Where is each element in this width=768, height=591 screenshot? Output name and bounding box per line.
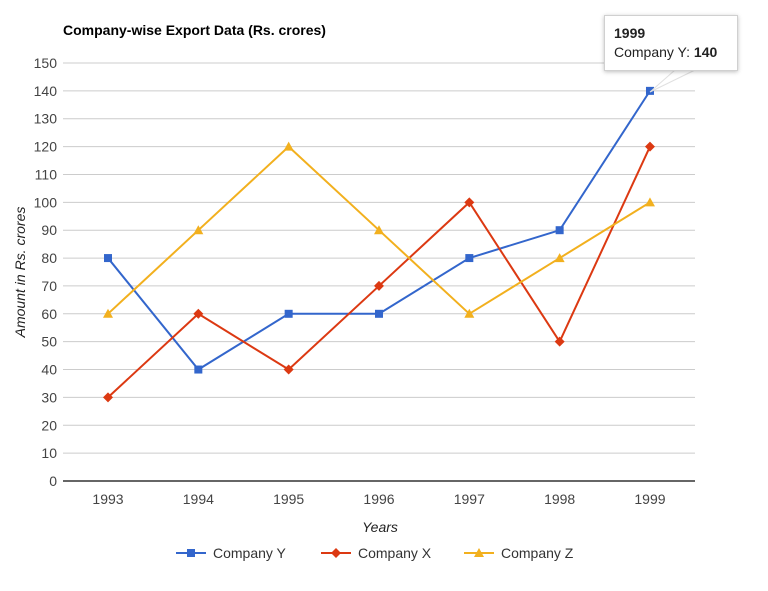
tooltip-pointer bbox=[649, 69, 696, 93]
x-tick-label: 1994 bbox=[183, 491, 214, 507]
tooltip-title: 1999 bbox=[614, 25, 646, 41]
y-tick-label: 60 bbox=[41, 306, 57, 322]
x-tick-label: 1997 bbox=[454, 491, 485, 507]
y-tick-label: 30 bbox=[41, 389, 57, 405]
data-series bbox=[103, 86, 655, 403]
legend-item[interactable]: Company X bbox=[321, 545, 432, 561]
legend-label: Company Z bbox=[501, 545, 574, 561]
square-marker[interactable] bbox=[104, 254, 112, 263]
triangle-marker[interactable] bbox=[464, 308, 475, 318]
y-tick-label: 80 bbox=[41, 250, 57, 266]
legend-label: Company X bbox=[358, 545, 432, 561]
square-marker[interactable] bbox=[555, 226, 564, 235]
y-tick-label: 0 bbox=[49, 473, 57, 489]
series-company-y bbox=[104, 86, 654, 374]
y-tick-label: 20 bbox=[41, 417, 57, 433]
y-tick-label: 40 bbox=[41, 362, 57, 378]
diamond-marker[interactable] bbox=[283, 364, 294, 375]
y-tick-label: 70 bbox=[41, 278, 57, 294]
x-tick-label: 1999 bbox=[634, 491, 665, 507]
y-axis-label: Amount in Rs. crores bbox=[12, 207, 28, 339]
triangle-marker[interactable] bbox=[373, 225, 384, 235]
y-tick-label: 120 bbox=[34, 139, 58, 155]
x-tick-label: 1995 bbox=[273, 491, 304, 507]
x-tick-label: 1998 bbox=[544, 491, 575, 507]
series-company-z bbox=[103, 141, 655, 318]
legend-item[interactable]: Company Y bbox=[176, 545, 287, 561]
tooltip-series-label: Company Y: bbox=[614, 44, 691, 60]
diamond-marker[interactable] bbox=[103, 392, 113, 403]
x-axis-label: Years bbox=[362, 519, 398, 535]
triangle-marker[interactable] bbox=[474, 548, 484, 557]
square-marker[interactable] bbox=[187, 549, 195, 557]
diamond-marker[interactable] bbox=[373, 280, 384, 291]
tooltip: 1999 Company Y: 140 bbox=[604, 15, 738, 71]
legend: Company Y Company X Company Z bbox=[176, 545, 574, 561]
tooltip-value: 140 bbox=[693, 44, 718, 60]
square-marker[interactable] bbox=[194, 365, 203, 374]
y-tick-label: 90 bbox=[41, 222, 57, 238]
triangle-marker[interactable] bbox=[103, 308, 113, 318]
diamond-marker[interactable] bbox=[193, 308, 204, 319]
legend-item[interactable]: Company Z bbox=[464, 545, 574, 561]
triangle-marker[interactable] bbox=[644, 197, 655, 207]
x-axis-ticks: 1993 1994 1995 1996 1997 1998 1999 bbox=[92, 491, 665, 507]
x-tick-label: 1993 bbox=[92, 491, 123, 507]
y-tick-label: 110 bbox=[35, 166, 58, 182]
y-axis-ticks: 0 10 20 30 40 50 60 70 80 90 100 110 120 130 140 150 bbox=[34, 55, 58, 489]
y-tick-label: 130 bbox=[34, 111, 58, 127]
y-tick-label: 50 bbox=[41, 334, 57, 350]
square-marker[interactable] bbox=[465, 254, 474, 263]
square-marker[interactable] bbox=[645, 86, 654, 95]
square-marker[interactable] bbox=[374, 309, 383, 318]
legend-label: Company Y bbox=[213, 545, 287, 561]
diamond-marker[interactable] bbox=[644, 141, 655, 152]
gridlines bbox=[63, 62, 695, 482]
diamond-marker[interactable] bbox=[464, 197, 475, 208]
chart-title: Company-wise Export Data (Rs. crores) bbox=[63, 22, 326, 38]
y-tick-label: 150 bbox=[34, 55, 58, 71]
y-tick-label: 100 bbox=[34, 194, 58, 210]
diamond-marker[interactable] bbox=[554, 336, 565, 347]
y-tick-label: 10 bbox=[41, 445, 57, 461]
triangle-marker[interactable] bbox=[283, 141, 294, 151]
diamond-marker[interactable] bbox=[331, 548, 341, 558]
tooltip-line: Company Y: 140 bbox=[614, 42, 737, 62]
series-company-x bbox=[103, 141, 655, 403]
x-tick-label: 1996 bbox=[363, 491, 394, 507]
square-marker[interactable] bbox=[284, 309, 293, 318]
triangle-marker[interactable] bbox=[554, 253, 565, 263]
y-tick-label: 140 bbox=[34, 83, 58, 99]
triangle-marker[interactable] bbox=[193, 225, 204, 235]
